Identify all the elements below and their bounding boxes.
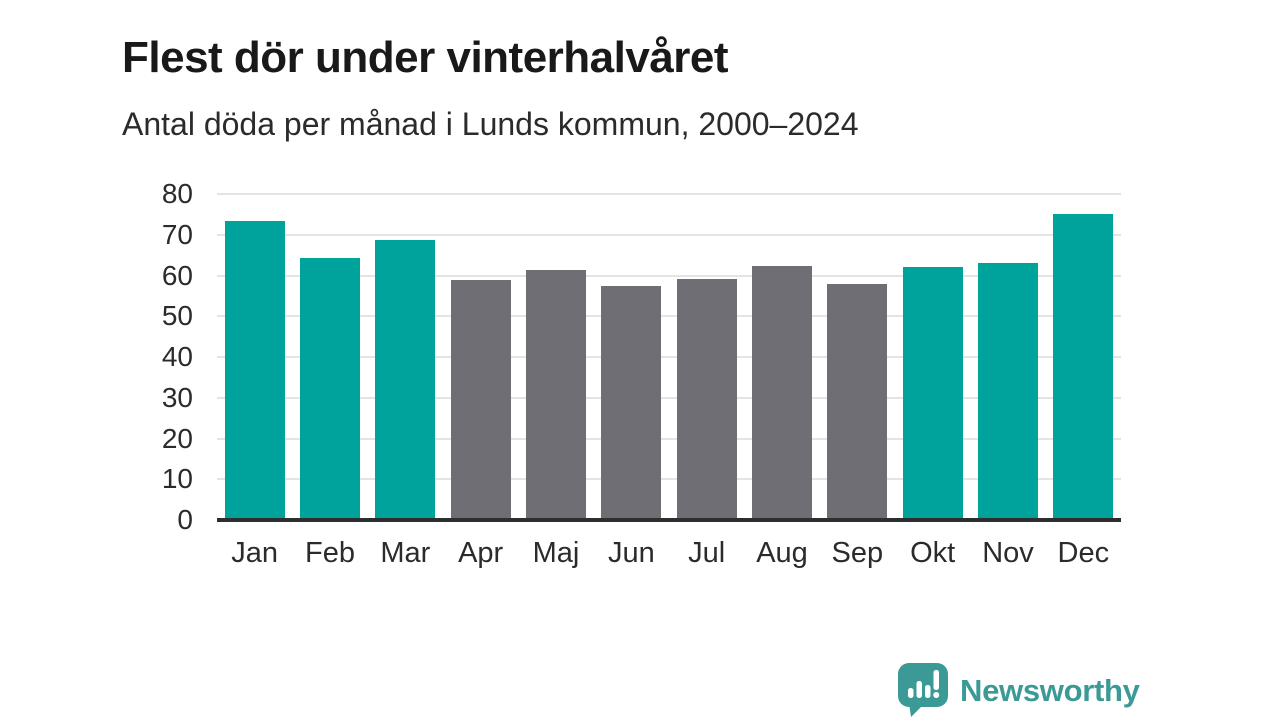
gridline-10 xyxy=(217,478,1121,481)
bar-maj xyxy=(526,270,586,520)
y-tick-label-10: 10 xyxy=(161,463,193,495)
y-tick-label-40: 40 xyxy=(161,341,193,372)
y-tick-label-80: 80 xyxy=(161,178,193,209)
x-axis-line xyxy=(217,518,1121,522)
bar-apr xyxy=(450,280,511,520)
plot-area: 0 10 20 30 40 50 60 70 80 Jan Feb Mar Apr Maj Jun Jul Au… xyxy=(162,179,1121,569)
bar-mar xyxy=(375,240,436,520)
y-tick-label-0: 0 xyxy=(177,504,193,535)
y-tick-label-20: 20 xyxy=(161,422,193,454)
gridline-70 xyxy=(217,233,1121,236)
newsworthy-logo-icon xyxy=(898,663,948,717)
y-tick-label-50: 50 xyxy=(161,300,193,332)
gridline-30 xyxy=(217,396,1121,399)
gridline-50 xyxy=(217,315,1121,318)
x-tick-label-jul: Jul xyxy=(688,537,726,569)
newsworthy-logo-text: Newsworthy xyxy=(960,672,1140,708)
x-tick-label-dec: Dec xyxy=(1057,537,1110,569)
x-tick-label-sep: Sep xyxy=(831,537,884,569)
bar-dec xyxy=(1053,213,1114,520)
bar-jan xyxy=(224,220,285,520)
y-tick-label-30: 30 xyxy=(161,381,193,413)
bar-nov xyxy=(978,262,1038,520)
y-tick-label-60: 60 xyxy=(161,259,193,291)
chart-title: Flest dör under vinterhalvåret xyxy=(122,33,729,83)
x-tick-label-apr: Apr xyxy=(458,537,504,569)
bar-jul xyxy=(676,278,737,520)
bar-sep xyxy=(827,284,888,520)
x-tick-label-okt: Okt xyxy=(910,537,956,569)
x-tick-label-aug: Aug xyxy=(756,537,808,569)
x-tick-label-mar: Mar xyxy=(380,537,431,569)
x-tick-label-feb: Feb xyxy=(305,537,355,569)
x-tick-label-nov: Nov xyxy=(982,537,1034,569)
bar-jun xyxy=(601,286,662,520)
bar-feb xyxy=(300,257,360,520)
gridline-40 xyxy=(217,356,1121,358)
chart-subtitle: Antal döda per månad i Lunds kommun, 200… xyxy=(122,106,859,142)
x-tick-label-jun: Jun xyxy=(607,537,655,569)
gridline-60 xyxy=(217,274,1121,277)
newsworthy-logo: Newsworthy xyxy=(898,663,1140,718)
x-tick-label-maj: Maj xyxy=(532,537,580,569)
x-tick-label-jan: Jan xyxy=(231,537,279,569)
bar-okt xyxy=(902,266,963,520)
gridline-80 xyxy=(217,193,1121,195)
bar-aug xyxy=(752,265,812,520)
y-tick-label-70: 70 xyxy=(161,218,193,250)
gridline-20 xyxy=(217,437,1121,440)
